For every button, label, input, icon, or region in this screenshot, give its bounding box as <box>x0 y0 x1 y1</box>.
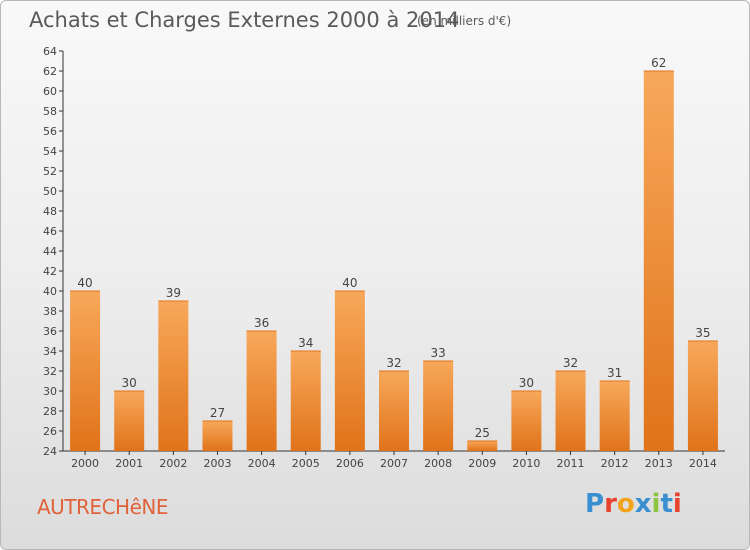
data-label-2011: 32 <box>563 356 578 370</box>
y-tick-label: 52 <box>43 165 57 178</box>
y-tick-label: 28 <box>43 405 57 418</box>
bar-2008 <box>423 361 454 451</box>
bar-2014 <box>687 341 718 451</box>
bar-2007 <box>379 371 409 451</box>
logo-letter: r <box>604 489 617 519</box>
bar-2009 <box>467 441 498 451</box>
x-tick-label-2014: 2014 <box>689 457 717 470</box>
x-tick-label-2005: 2005 <box>292 457 320 470</box>
x-tick-label-2001: 2001 <box>115 457 143 470</box>
y-tick-label: 24 <box>43 445 57 458</box>
bar-2005 <box>290 351 321 451</box>
data-label-2008: 33 <box>430 346 445 360</box>
data-label-2005: 34 <box>298 336 313 350</box>
y-tick-label: 60 <box>43 85 57 98</box>
x-tick-label-2009: 2009 <box>468 457 496 470</box>
data-label-2014: 35 <box>695 326 710 340</box>
bar-2003 <box>202 421 233 451</box>
y-tick-label: 56 <box>43 125 57 138</box>
y-tick-label: 34 <box>43 345 57 358</box>
y-tick-label: 30 <box>43 385 57 398</box>
data-label-2004: 36 <box>254 316 269 330</box>
x-tick-label-2000: 2000 <box>71 457 99 470</box>
logo-letter: i <box>672 489 682 519</box>
y-tick-label: 42 <box>43 265 57 278</box>
bar-2012 <box>599 381 630 451</box>
bar-2011 <box>555 371 586 451</box>
x-tick-label-2013: 2013 <box>645 457 673 470</box>
data-label-2002: 39 <box>166 286 181 300</box>
data-label-2000: 40 <box>77 276 92 290</box>
data-label-2013: 62 <box>651 56 666 70</box>
y-tick-label: 58 <box>43 105 57 118</box>
logo-letter: o <box>616 489 635 519</box>
bar-2004 <box>246 331 277 451</box>
chart-title: Achats et Charges Externes 2000 à 2014 <box>29 8 460 32</box>
proxiti-logo: Proxiti <box>585 489 682 519</box>
data-label-2012: 31 <box>607 366 622 380</box>
data-label-2010: 30 <box>519 376 534 390</box>
data-label-2006: 40 <box>342 276 357 290</box>
chart-unit: (en milliers d'€) <box>417 14 512 28</box>
y-tick-label: 62 <box>43 65 57 78</box>
bar-2000 <box>70 291 101 451</box>
data-label-2001: 30 <box>122 376 137 390</box>
bar-2006 <box>334 291 365 451</box>
y-tick-label: 26 <box>43 425 57 438</box>
logo-letter: P <box>585 489 605 519</box>
y-tick-label: 38 <box>43 305 57 318</box>
y-tick-label: 40 <box>43 285 57 298</box>
x-tick-label-2011: 2011 <box>557 457 585 470</box>
logo-letter: x <box>634 489 652 519</box>
y-tick-label: 36 <box>43 325 57 338</box>
y-tick-label: 46 <box>43 225 57 238</box>
y-tick-label: 32 <box>43 365 57 378</box>
logo-letter: i <box>651 489 661 519</box>
bar-2001 <box>114 391 145 451</box>
x-tick-label-2010: 2010 <box>512 457 540 470</box>
y-tick-label: 44 <box>43 245 57 258</box>
x-tick-label-2012: 2012 <box>601 457 629 470</box>
y-tick-label: 50 <box>43 185 57 198</box>
data-label-2009: 25 <box>475 426 490 440</box>
x-tick-label-2002: 2002 <box>159 457 187 470</box>
x-tick-label-2007: 2007 <box>380 457 408 470</box>
x-tick-label-2006: 2006 <box>336 457 364 470</box>
commune-name: AUTRECHêNE <box>37 495 168 519</box>
logo-letter: t <box>660 489 673 519</box>
data-label-2007: 32 <box>386 356 401 370</box>
bar-2013 <box>643 71 674 451</box>
bar-2010 <box>511 391 542 451</box>
y-tick-label: 64 <box>43 45 57 58</box>
x-tick-label-2008: 2008 <box>424 457 452 470</box>
x-tick-label-2004: 2004 <box>248 457 276 470</box>
y-tick-label: 54 <box>43 145 57 158</box>
bar-2002 <box>158 301 189 451</box>
y-tick-label: 48 <box>43 205 57 218</box>
data-label-2003: 27 <box>210 406 225 420</box>
x-tick-label-2003: 2003 <box>203 457 231 470</box>
